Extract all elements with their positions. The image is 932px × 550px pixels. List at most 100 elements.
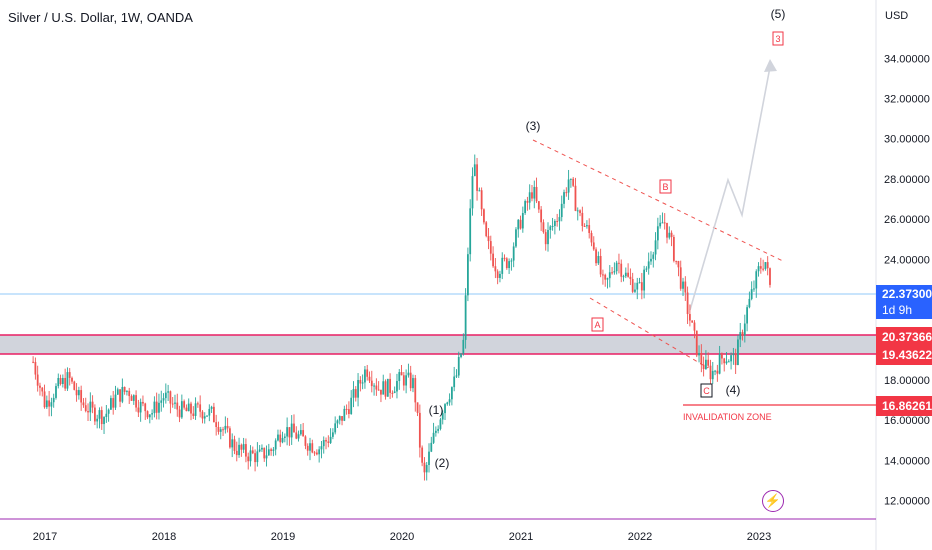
candle-body xyxy=(210,406,213,409)
candle-body xyxy=(547,230,549,245)
candle-body xyxy=(537,201,540,210)
candle-body xyxy=(636,282,639,290)
candle-body xyxy=(370,380,373,387)
candle-body xyxy=(222,429,224,431)
candle-body xyxy=(627,272,629,277)
candle-body xyxy=(441,413,444,420)
candle-body xyxy=(734,353,737,366)
candle-body xyxy=(400,372,403,376)
candle-body xyxy=(311,443,314,453)
candle-body xyxy=(174,402,176,404)
wave-a-label: A xyxy=(594,320,600,330)
candle-body xyxy=(489,241,492,254)
candle-body xyxy=(769,268,771,285)
zone-lower-price-tag: 19.43622 xyxy=(876,345,932,365)
candle-body xyxy=(183,401,186,408)
candle-body xyxy=(702,364,705,369)
wave-4-label: (4) xyxy=(726,383,741,397)
chart-title: Silver / U.S. Dollar, 1W, OANDA xyxy=(8,10,193,25)
candle-body xyxy=(64,377,67,389)
wave-3-box-label: 3 xyxy=(775,34,780,44)
candle-body xyxy=(110,398,112,410)
candle-body xyxy=(698,352,700,356)
candle-body xyxy=(274,440,277,450)
candle-body xyxy=(357,379,359,398)
candle-body xyxy=(565,192,568,194)
candle-body xyxy=(148,414,151,418)
candle-body xyxy=(354,389,357,398)
wave-b-trendline xyxy=(532,139,786,263)
candle-body xyxy=(135,395,137,408)
candle-body xyxy=(402,375,405,386)
bar-countdown: 1d 9h xyxy=(882,303,913,317)
candle-body xyxy=(366,369,369,377)
candle-body xyxy=(654,240,657,255)
wave-c-label: C xyxy=(703,386,710,396)
candle-body xyxy=(373,385,375,387)
candle-body xyxy=(270,449,272,451)
candle-body xyxy=(139,401,142,413)
candle-body xyxy=(643,269,646,291)
candle-body xyxy=(151,413,153,415)
candle-body xyxy=(302,430,305,437)
candle-body xyxy=(158,402,160,413)
candle-body xyxy=(286,427,289,437)
candle-body xyxy=(608,272,611,279)
candle-body xyxy=(496,271,499,278)
zone-upper-price-tag: 20.37366 xyxy=(876,327,932,347)
candle-body xyxy=(428,451,430,465)
candle-body xyxy=(73,381,76,390)
candle-body xyxy=(586,225,588,227)
candle-body xyxy=(112,398,115,408)
candle-body xyxy=(245,444,247,457)
candle-body xyxy=(75,389,78,396)
candle-body xyxy=(409,372,412,389)
candle-body xyxy=(716,370,719,374)
candle-body xyxy=(43,391,46,408)
candle-body xyxy=(251,450,254,454)
time-tick-label: 2020 xyxy=(390,531,414,543)
candle-body xyxy=(377,389,380,391)
price-tick-label: 14.00000 xyxy=(884,455,930,467)
wave-5-projection-path xyxy=(689,66,771,311)
candle-body xyxy=(162,398,165,401)
time-tick-label: 2022 xyxy=(628,531,652,543)
candle-body xyxy=(208,408,211,416)
wave-b-box xyxy=(659,179,672,194)
candle-body xyxy=(185,407,188,412)
candle-body xyxy=(71,377,73,382)
time-axis: 2017 2018 2019 2020 2021 2022 2023 xyxy=(33,531,771,543)
candle-body xyxy=(352,389,355,398)
candle-body xyxy=(766,262,769,269)
candle-body xyxy=(231,439,234,448)
candle-body xyxy=(670,232,673,238)
candle-body xyxy=(146,411,149,418)
candle-body xyxy=(171,403,174,405)
candle-body xyxy=(746,307,748,324)
candle-body xyxy=(640,282,643,291)
candle-body xyxy=(164,392,167,399)
candle-body xyxy=(753,288,755,290)
candle-body xyxy=(499,273,501,278)
wave-2-label: (2) xyxy=(435,456,450,470)
candle-body xyxy=(277,434,279,441)
candle-body xyxy=(130,396,133,401)
candle-body xyxy=(622,276,625,278)
candle-body xyxy=(737,339,739,366)
candle-body xyxy=(57,377,60,387)
candle-body xyxy=(142,401,144,404)
candle-body xyxy=(180,401,183,418)
time-tick-label: 2018 xyxy=(152,531,176,543)
candle-body xyxy=(249,450,252,462)
candle-body xyxy=(91,401,94,408)
candle-body xyxy=(476,164,478,191)
candle-body xyxy=(464,295,467,340)
candle-body xyxy=(160,400,163,403)
flash-icon[interactable]: ⚡ xyxy=(762,490,784,512)
candle-body xyxy=(439,419,442,429)
candle-body xyxy=(432,432,435,443)
candle-body xyxy=(634,289,636,292)
candle-body xyxy=(604,274,607,280)
candle-body xyxy=(483,209,485,223)
